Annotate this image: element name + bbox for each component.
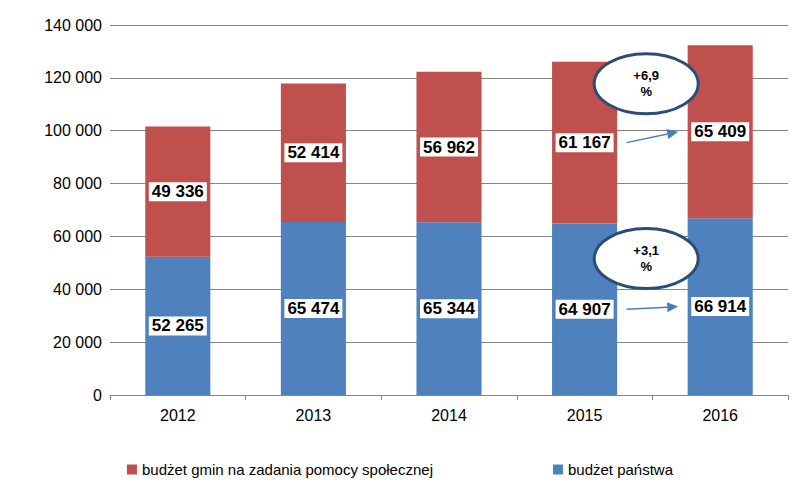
svg-text:66 914: 66 914 xyxy=(694,297,747,316)
svg-text:20 000: 20 000 xyxy=(53,334,102,351)
svg-text:2013: 2013 xyxy=(296,407,332,424)
svg-text:65 474: 65 474 xyxy=(287,299,340,318)
svg-text:49 336: 49 336 xyxy=(152,182,204,201)
svg-text:52 414: 52 414 xyxy=(287,143,340,162)
svg-text:120 000: 120 000 xyxy=(44,69,102,86)
svg-text:2015: 2015 xyxy=(567,407,603,424)
svg-text:+3,1: +3,1 xyxy=(633,243,659,258)
svg-text:61 167: 61 167 xyxy=(559,133,611,152)
svg-text:65 344: 65 344 xyxy=(423,299,476,318)
svg-text:0: 0 xyxy=(93,387,102,404)
svg-text:+6,9: +6,9 xyxy=(633,68,659,83)
svg-text:%: % xyxy=(640,84,652,99)
svg-text:2012: 2012 xyxy=(160,407,196,424)
svg-text:100 000: 100 000 xyxy=(44,122,102,139)
svg-text:80 000: 80 000 xyxy=(53,175,102,192)
svg-text:56 962: 56 962 xyxy=(423,138,475,157)
svg-text:40 000: 40 000 xyxy=(53,281,102,298)
svg-text:60 000: 60 000 xyxy=(53,228,102,245)
svg-text:budżet państwa: budżet państwa xyxy=(568,461,674,478)
svg-text:52 265: 52 265 xyxy=(152,316,204,335)
svg-text:140 000: 140 000 xyxy=(44,17,102,34)
svg-text:65 409: 65 409 xyxy=(694,122,746,141)
svg-text:64 907: 64 907 xyxy=(559,300,611,319)
svg-text:budżet gmin na zadania pomocy: budżet gmin na zadania pomocy społecznej xyxy=(142,461,433,478)
svg-text:2014: 2014 xyxy=(431,407,467,424)
svg-text:%: % xyxy=(640,259,652,274)
svg-text:2016: 2016 xyxy=(702,407,738,424)
